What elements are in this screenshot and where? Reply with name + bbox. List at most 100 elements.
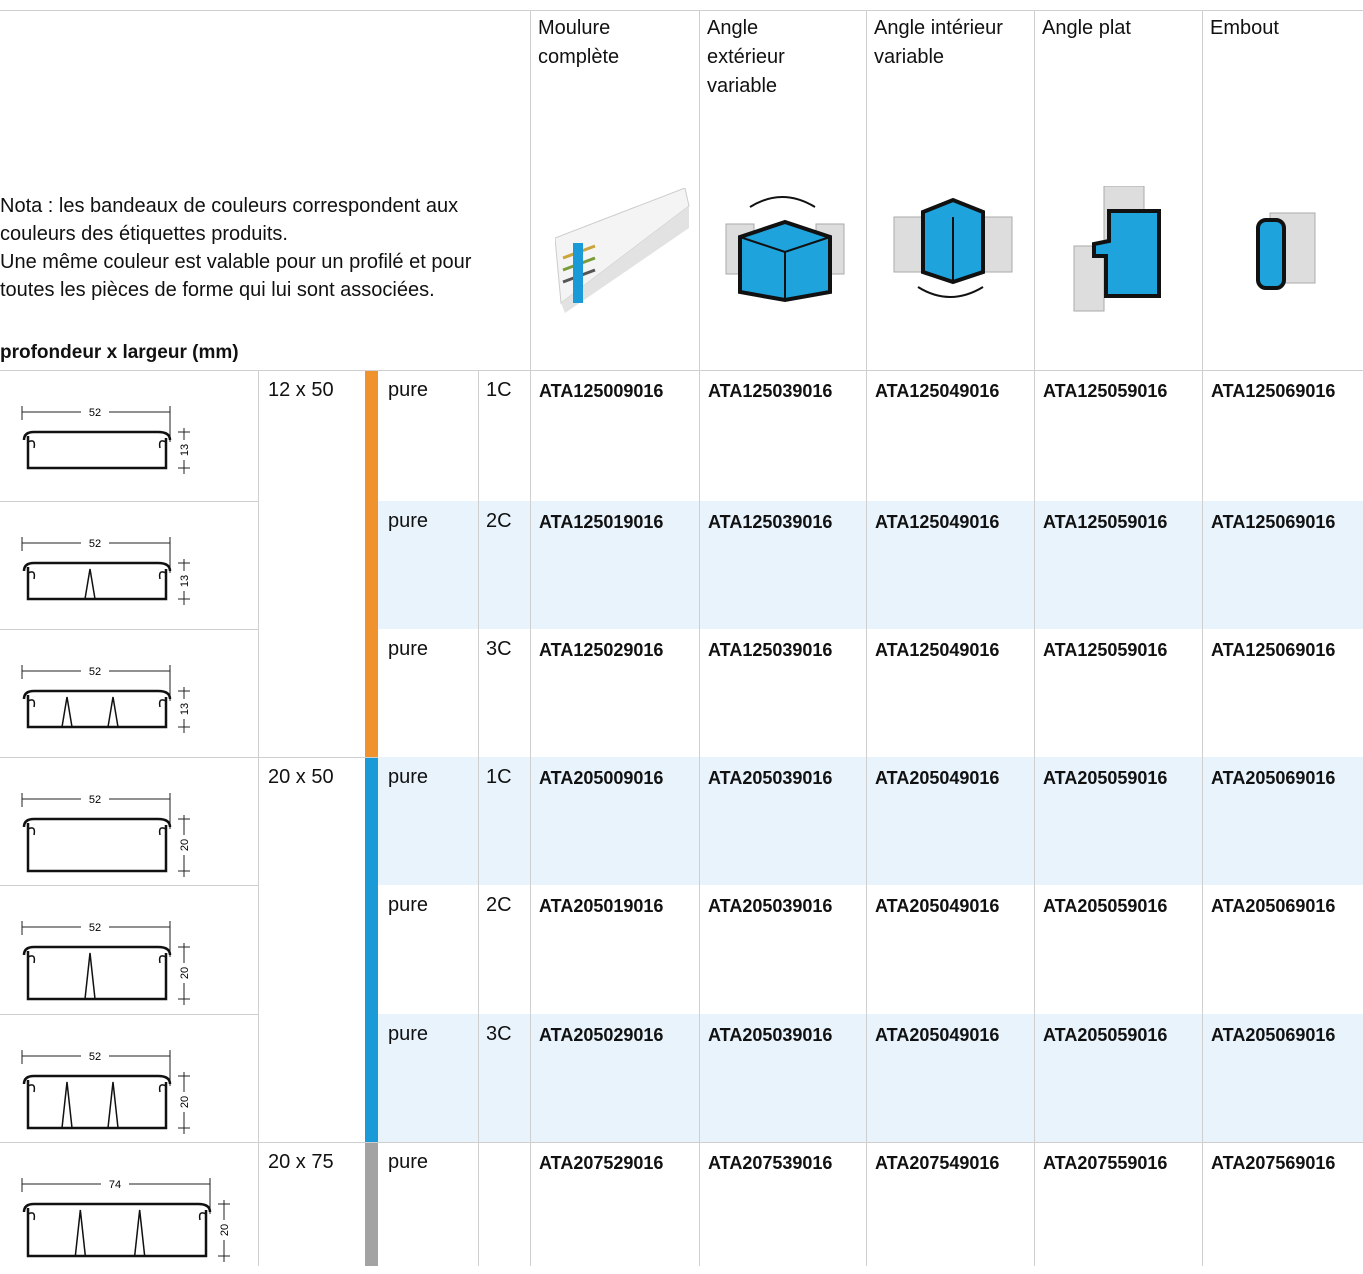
profile-outline	[22, 1074, 172, 1130]
product-code: ATA125019016	[539, 512, 664, 532]
profile-lip	[27, 1212, 207, 1221]
profile-drawing: 52 20	[21, 792, 191, 877]
size: 12 x 50	[268, 379, 334, 401]
color-band	[365, 370, 378, 757]
col-rule	[530, 10, 531, 1266]
dim-bg	[81, 664, 109, 678]
divider	[74, 1209, 87, 1257]
column-header: Embout	[1210, 17, 1279, 39]
dimension-label: profondeur x largeur (mm)	[0, 342, 239, 363]
divider	[84, 952, 96, 1000]
product-code: ATA207539016	[708, 1153, 833, 1173]
product-code: ATA205039016	[708, 768, 833, 788]
note: Nota : les bandeaux de couleurs correspo…	[0, 192, 530, 304]
row-rule	[0, 629, 258, 630]
product-code: ATA125039016	[708, 381, 833, 401]
icon-angle-int	[893, 197, 1013, 298]
product-code: ATA205019016	[539, 896, 664, 916]
finish: pure	[388, 638, 429, 660]
product-code: ATA207549016	[875, 1153, 1000, 1173]
row-rule	[0, 1014, 258, 1015]
width-label: 52	[89, 666, 101, 678]
product-code: ATA205029016	[539, 1025, 664, 1045]
icon-moulure	[555, 188, 690, 313]
profile-drawing: 52 20	[21, 1049, 191, 1134]
product-code: ATA205039016	[708, 1025, 833, 1045]
row-rule	[0, 757, 258, 758]
product-code: ATA125059016	[1043, 640, 1168, 660]
product-code: ATA205049016	[875, 896, 1000, 916]
compartments: 2C	[486, 510, 512, 532]
row-band	[378, 501, 1363, 629]
divider	[107, 696, 119, 728]
compartments: 1C	[486, 766, 512, 788]
col-rule	[699, 10, 700, 1266]
top-rule	[0, 10, 1363, 11]
profile-drawing: 52 13	[21, 664, 191, 733]
row-band	[378, 757, 1363, 885]
product-code: ATA125059016	[1043, 512, 1168, 532]
compartments: 3C	[486, 1023, 512, 1045]
product-code: ATA205059016	[1043, 768, 1168, 788]
dim-bg	[81, 920, 109, 934]
product-code: ATA125049016	[875, 640, 1000, 660]
profile-drawing: 52 20	[21, 920, 191, 1005]
product-code: ATA125069016	[1211, 512, 1336, 532]
size: 20 x 75	[268, 1151, 334, 1173]
product-code: ATA205059016	[1043, 1025, 1168, 1045]
height-label: 20	[179, 1096, 191, 1108]
profile-lip	[27, 571, 167, 580]
profile-outline	[22, 817, 172, 873]
product-code: ATA125039016	[708, 640, 833, 660]
profile-outline	[22, 561, 172, 601]
profile-lip	[27, 827, 167, 836]
col-rule	[478, 370, 479, 1266]
divider	[107, 1081, 119, 1129]
column-header: Angle plat	[1042, 17, 1131, 39]
finish: pure	[388, 379, 429, 401]
dim-bg	[81, 792, 109, 806]
product-code: ATA205039016	[708, 896, 833, 916]
dim-bg	[101, 1177, 129, 1191]
product-code: ATA205069016	[1211, 768, 1336, 788]
dim-bg	[81, 1049, 109, 1063]
color-band	[365, 1142, 378, 1266]
product-code: ATA125069016	[1211, 381, 1336, 401]
width-label: 52	[89, 538, 101, 550]
product-code: ATA205069016	[1211, 1025, 1336, 1045]
product-code: ATA207559016	[1043, 1153, 1168, 1173]
height-label: 13	[179, 703, 191, 715]
note-line: Nota : les bandeaux de couleurs correspo…	[0, 195, 459, 245]
width-label: 52	[89, 794, 101, 806]
row-band	[378, 1014, 1363, 1142]
col-rule	[258, 370, 259, 1266]
divider	[61, 1081, 73, 1129]
row-rule	[0, 501, 258, 502]
finish: pure	[388, 894, 429, 916]
product-code: ATA205069016	[1211, 896, 1336, 916]
compartments: 2C	[486, 894, 512, 916]
column-header: Angle intérieur variable	[874, 17, 1003, 68]
product-code: ATA125049016	[875, 381, 1000, 401]
product-code: ATA207569016	[1211, 1153, 1336, 1173]
dim-bg	[178, 571, 190, 591]
height-label: 20	[179, 839, 191, 851]
profile-outline	[22, 1202, 212, 1258]
dim-bg	[178, 963, 190, 983]
profile-drawing: 52 13	[21, 536, 191, 605]
product-code: ATA205049016	[875, 1025, 1000, 1045]
note-line: Une même couleur est valable pour un pro…	[0, 251, 472, 301]
width-label: 52	[89, 922, 101, 934]
dim-bg	[178, 1092, 190, 1112]
product-code: ATA207529016	[539, 1153, 664, 1173]
width-label: 74	[109, 1179, 121, 1191]
profile-drawing: 74 20	[21, 1177, 231, 1262]
color-band	[365, 757, 378, 1142]
col-rule	[1202, 10, 1203, 1266]
product-code: ATA205009016	[539, 768, 664, 788]
icon-angle-ext	[725, 196, 845, 303]
icon-embout	[1256, 212, 1316, 290]
dim-bg	[178, 440, 190, 460]
finish: pure	[388, 1151, 429, 1173]
col-rule	[1034, 10, 1035, 1266]
